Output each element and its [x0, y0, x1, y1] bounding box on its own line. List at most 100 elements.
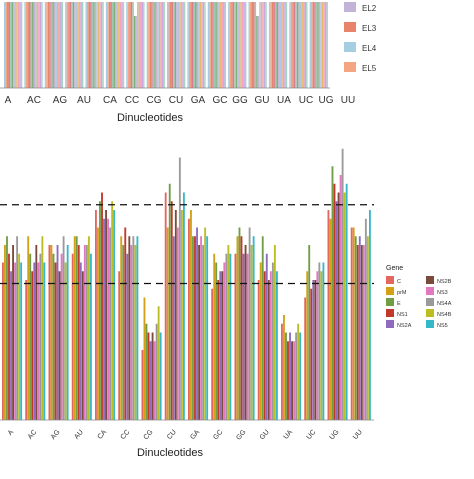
bottom-bar [126, 253, 129, 420]
top-bar [173, 2, 175, 88]
top-bar [301, 2, 303, 88]
top-bar [154, 2, 156, 88]
bottom-panel [0, 140, 374, 421]
top-bar [100, 2, 103, 88]
top-bar [160, 2, 162, 88]
top-bar [170, 2, 172, 88]
bottom-bar [60, 253, 63, 420]
top-x-tick-label: GU [255, 95, 270, 106]
bottom-bar [71, 253, 74, 420]
bottom-bar [318, 262, 321, 420]
top-bar [193, 2, 195, 88]
top-bar [91, 2, 94, 88]
top-bar [107, 2, 109, 88]
top-bar [50, 2, 53, 88]
top-bar [99, 2, 101, 88]
bottom-bar [66, 245, 69, 420]
bottom-x-tick-label: A [7, 429, 16, 437]
top-bar [220, 2, 222, 88]
bottom-legend-swatch [426, 298, 434, 306]
bottom-bar [250, 245, 253, 420]
top-bar [88, 2, 91, 88]
bottom-bar [215, 262, 218, 420]
bottom-x-tick-label: GU [259, 429, 271, 442]
top-bar [282, 2, 285, 88]
bottom-bar [198, 245, 200, 420]
bottom-bar [219, 271, 222, 420]
bottom-bar [132, 236, 135, 420]
bottom-legend-label: NS4A [437, 301, 452, 307]
top-bar [38, 2, 40, 88]
top-bar [74, 2, 76, 88]
top-x-tick-label: GC [213, 95, 228, 106]
top-bar [168, 2, 170, 88]
bottom-bar [124, 227, 127, 420]
bottom-bar [283, 315, 285, 420]
top-bar [276, 2, 278, 88]
bottom-bar [172, 236, 175, 420]
bottom-bar [81, 271, 84, 420]
bottom-legend-swatch [386, 276, 394, 284]
bottom-bar [105, 210, 107, 420]
bottom-bar [120, 236, 123, 420]
top-bar [61, 2, 64, 88]
top-bar [130, 2, 133, 88]
top-bar [57, 2, 59, 88]
top-x-tick-label: CC [125, 95, 139, 106]
top-bar [52, 2, 54, 88]
top-bar [53, 2, 56, 88]
bottom-bar [364, 218, 367, 420]
bottom-legend-swatch [386, 320, 394, 328]
top-bar [47, 2, 50, 88]
top-legend-swatch [344, 2, 356, 12]
bottom-bar [275, 271, 278, 420]
bottom-bar [52, 253, 55, 420]
top-bar [201, 2, 203, 88]
top-bar [279, 2, 282, 88]
bottom-bar [134, 245, 137, 420]
bottom-bar [287, 341, 289, 420]
bottom-bar [164, 192, 167, 420]
bottom-bar [50, 245, 53, 420]
top-bar [30, 2, 32, 88]
top-bar [157, 2, 159, 88]
top-bar [209, 2, 211, 88]
top-bar [77, 2, 79, 88]
bottom-bar [174, 210, 177, 420]
top-bar [179, 2, 181, 88]
top-x-tick-label: AG [53, 95, 68, 106]
bottom-bar [190, 210, 192, 420]
bottom-bar [113, 210, 116, 420]
bottom-bar [118, 271, 121, 420]
top-bar [113, 2, 115, 88]
bottom-bar [18, 253, 21, 420]
top-bar [152, 2, 155, 88]
bottom-bar [58, 271, 61, 420]
top-legend-label: EL5 [362, 64, 377, 73]
bottom-bar [263, 271, 266, 420]
top-bar [118, 2, 120, 88]
bottom-bar [166, 227, 169, 420]
top-bar [72, 2, 75, 88]
bottom-bar [273, 245, 276, 420]
bottom-bar [178, 157, 181, 420]
bottom-bar [6, 236, 8, 420]
top-x-tick-label: UA [277, 95, 291, 106]
top-bar [292, 2, 294, 88]
top-bar [254, 2, 257, 88]
bottom-legend-swatch [426, 276, 434, 284]
bottom-bar [244, 245, 247, 420]
top-bar [199, 2, 202, 88]
bottom-legend-swatch [426, 287, 434, 295]
bottom-legend-label: E [397, 301, 401, 307]
top-bar [260, 2, 263, 88]
bottom-bar [269, 271, 272, 420]
bottom-legend-label: NS1 [397, 312, 408, 318]
top-bar [87, 2, 89, 88]
bottom-x-axis-label: Dinucleotides [137, 447, 204, 459]
top-bar [148, 2, 150, 88]
top-bar [314, 2, 316, 88]
top-bar [133, 16, 136, 88]
top-bar [180, 2, 183, 88]
bottom-bar [204, 227, 207, 420]
